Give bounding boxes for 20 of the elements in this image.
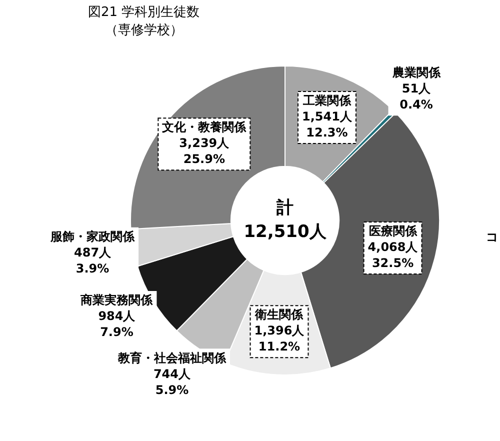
data-label: 744人 5.9% — [153, 366, 192, 397]
data-label: 51人 0.4% — [400, 82, 433, 112]
data-label: 3,239人 25.9% — [179, 136, 230, 166]
chart-subtitle: （専修学校） — [104, 22, 184, 40]
slice-label: 衛生関係 — [254, 308, 304, 322]
data-label: 1,541人 12.3% — [302, 110, 353, 140]
slice-label: 医療関係 — [368, 224, 418, 238]
data-label: 4,068人 32.5% — [368, 240, 419, 270]
slice-label: 工業関係 — [302, 94, 352, 108]
slice-label: 教育・社会福祉関係 — [116, 350, 227, 365]
slice-label: 文化・教養関係 — [161, 120, 248, 134]
text: コ — [486, 230, 498, 244]
text: 計 12,510人 — [244, 198, 328, 242]
slice-label: 商業実務関係 — [80, 293, 154, 308]
data-label: 984人 7.9% — [98, 309, 136, 340]
chart-title: 図21 学科別生徒数 — [88, 4, 200, 22]
slice-label: 農業関係 — [391, 66, 442, 80]
data-label: 487人 3.9% — [74, 246, 112, 276]
slice-label: 服飾・家政関係 — [50, 230, 136, 244]
data-label: 1,396人 11.2% — [254, 324, 306, 354]
